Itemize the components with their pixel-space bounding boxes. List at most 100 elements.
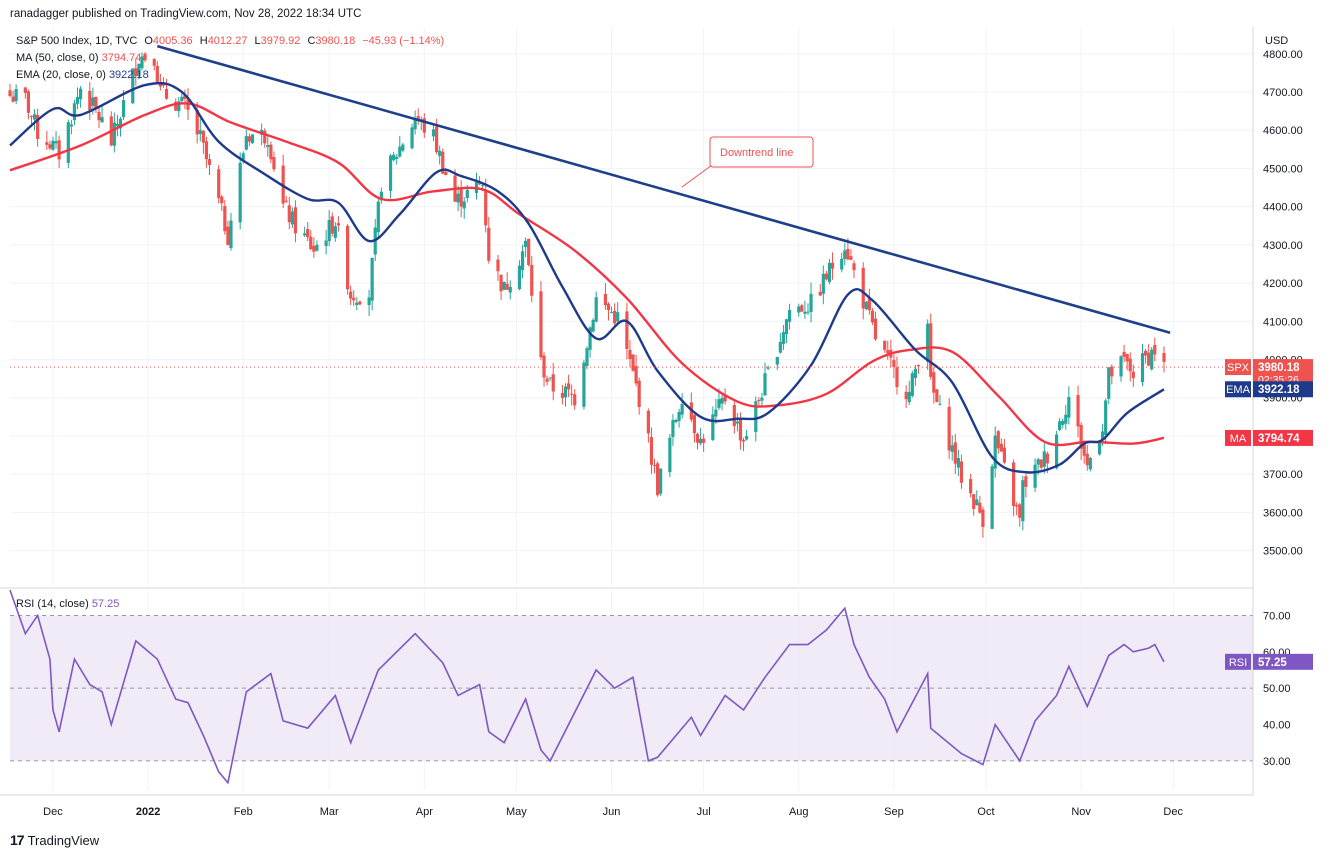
- candle-body: [563, 386, 568, 398]
- candle-body: [766, 367, 770, 369]
- footer-brand[interactable]: 17 TradingView: [10, 832, 99, 848]
- candle-body: [570, 393, 574, 395]
- candle-body: [422, 118, 426, 133]
- time-tick-label: Feb: [234, 806, 253, 818]
- ma-50-line: [9, 102, 1165, 447]
- candle-body: [410, 127, 414, 149]
- candle-body: [935, 389, 939, 403]
- candle-body: [11, 96, 15, 102]
- rsi-legend[interactable]: RSI (14, close) 57.25: [16, 598, 119, 610]
- downtrend-line[interactable]: [156, 44, 1171, 335]
- main-legend[interactable]: S&P 500 Index, 1D, TVC O4005.36 H4012.27…: [16, 35, 444, 47]
- spx-price-value: 3980.18: [1258, 362, 1300, 374]
- candle-body: [806, 311, 810, 313]
- ema-price-tag[interactable]: EMA 3922.18: [1225, 381, 1313, 398]
- candle-body: [646, 410, 650, 434]
- candle-body: [198, 130, 202, 134]
- candle-body: [524, 240, 528, 248]
- candle-body: [616, 312, 620, 322]
- candle-body: [1079, 424, 1083, 449]
- candle-body: [220, 196, 224, 204]
- legend-o-label: O: [144, 35, 153, 47]
- candle-body: [327, 220, 331, 242]
- candle-body: [886, 350, 890, 354]
- candle-body: [1119, 356, 1123, 377]
- candle-body: [1002, 447, 1006, 463]
- ema-symbol-text: EMA: [1226, 384, 1251, 396]
- candle-body: [413, 119, 417, 130]
- price-axis[interactable]: 4800.00 4700.00 4600.00 4500.00 4400.00 4300.…: [1263, 49, 1303, 558]
- candle-body: [1024, 476, 1028, 487]
- candle-body: [1162, 352, 1166, 362]
- candle-body: [349, 291, 353, 299]
- candle-body: [131, 68, 135, 104]
- ema-legend[interactable]: EMA (20, close, 0) 3922.18: [16, 69, 149, 81]
- candle-body: [306, 229, 310, 238]
- candle-body: [346, 225, 350, 290]
- ma-symbol-tag: [1225, 429, 1251, 446]
- candle-body: [1012, 462, 1016, 507]
- candle-body: [1122, 351, 1126, 357]
- rsi-value-tag[interactable]: RSI 57.25: [1225, 653, 1313, 670]
- candle-body: [272, 157, 276, 170]
- candle-body: [744, 435, 749, 440]
- candle-body: [438, 150, 442, 156]
- candle-body: [560, 393, 565, 398]
- legend-change: −45.93 (−1.14%): [362, 35, 445, 47]
- candle-body: [247, 136, 251, 142]
- candle-body: [517, 265, 522, 290]
- candle-body: [763, 373, 767, 396]
- candle-body: [487, 227, 491, 261]
- candle-body: [1067, 397, 1071, 418]
- time-tick-label: Jun: [603, 806, 621, 818]
- candle-body: [652, 465, 657, 467]
- candle-body: [456, 193, 460, 203]
- candle-body: [545, 378, 549, 382]
- candle-body: [180, 96, 184, 102]
- candle-body: [496, 259, 500, 272]
- candle-body: [244, 136, 248, 150]
- spx-symbol-text: SPX: [1227, 362, 1250, 374]
- candle-body: [588, 327, 592, 350]
- ma-price-tag[interactable]: MA 3794.74: [1225, 429, 1313, 446]
- candle-body: [1097, 442, 1102, 455]
- time-tick-label: Mar: [320, 806, 339, 818]
- candle-body: [444, 171, 448, 176]
- candle-body: [947, 406, 951, 451]
- candle-body: [803, 311, 807, 314]
- candle-body: [741, 439, 746, 442]
- candle-body: [637, 380, 641, 408]
- candle-body: [57, 140, 61, 160]
- candle-body: [263, 130, 267, 144]
- candle-body: [582, 362, 586, 407]
- time-tick-label: Apr: [416, 806, 433, 818]
- candle-body: [883, 340, 887, 350]
- candle-body: [431, 129, 436, 137]
- time-tick-label: Aug: [789, 806, 809, 818]
- candle-body: [395, 156, 399, 159]
- candle-body: [269, 144, 273, 160]
- price-tick-label: 3600.00: [1263, 507, 1303, 519]
- candle-body: [158, 82, 162, 87]
- candle-body: [655, 463, 660, 496]
- callout-leader: [681, 164, 713, 188]
- candle-body: [827, 262, 832, 283]
- candle-body: [161, 84, 166, 86]
- callout-box[interactable]: [709, 136, 814, 168]
- candle-body: [864, 301, 868, 310]
- candle-body: [201, 130, 205, 143]
- candle-body: [907, 391, 911, 403]
- candle-body: [266, 144, 270, 147]
- candle-body: [134, 68, 138, 77]
- candle-body: [477, 183, 482, 185]
- candle-body: [591, 319, 595, 332]
- legend-l-label: L: [254, 35, 261, 47]
- candle-body: [287, 205, 291, 223]
- ma-legend[interactable]: MA (50, close, 0) 3794.74: [16, 52, 141, 64]
- time-axis[interactable]: Dec 2022 Feb Mar Apr May Jun Jul Aug Sep Oct Nov Dec: [43, 806, 1183, 818]
- candle-body: [668, 437, 672, 473]
- candle-body: [481, 185, 485, 187]
- candle-body: [152, 59, 156, 66]
- candle-body: [164, 88, 169, 99]
